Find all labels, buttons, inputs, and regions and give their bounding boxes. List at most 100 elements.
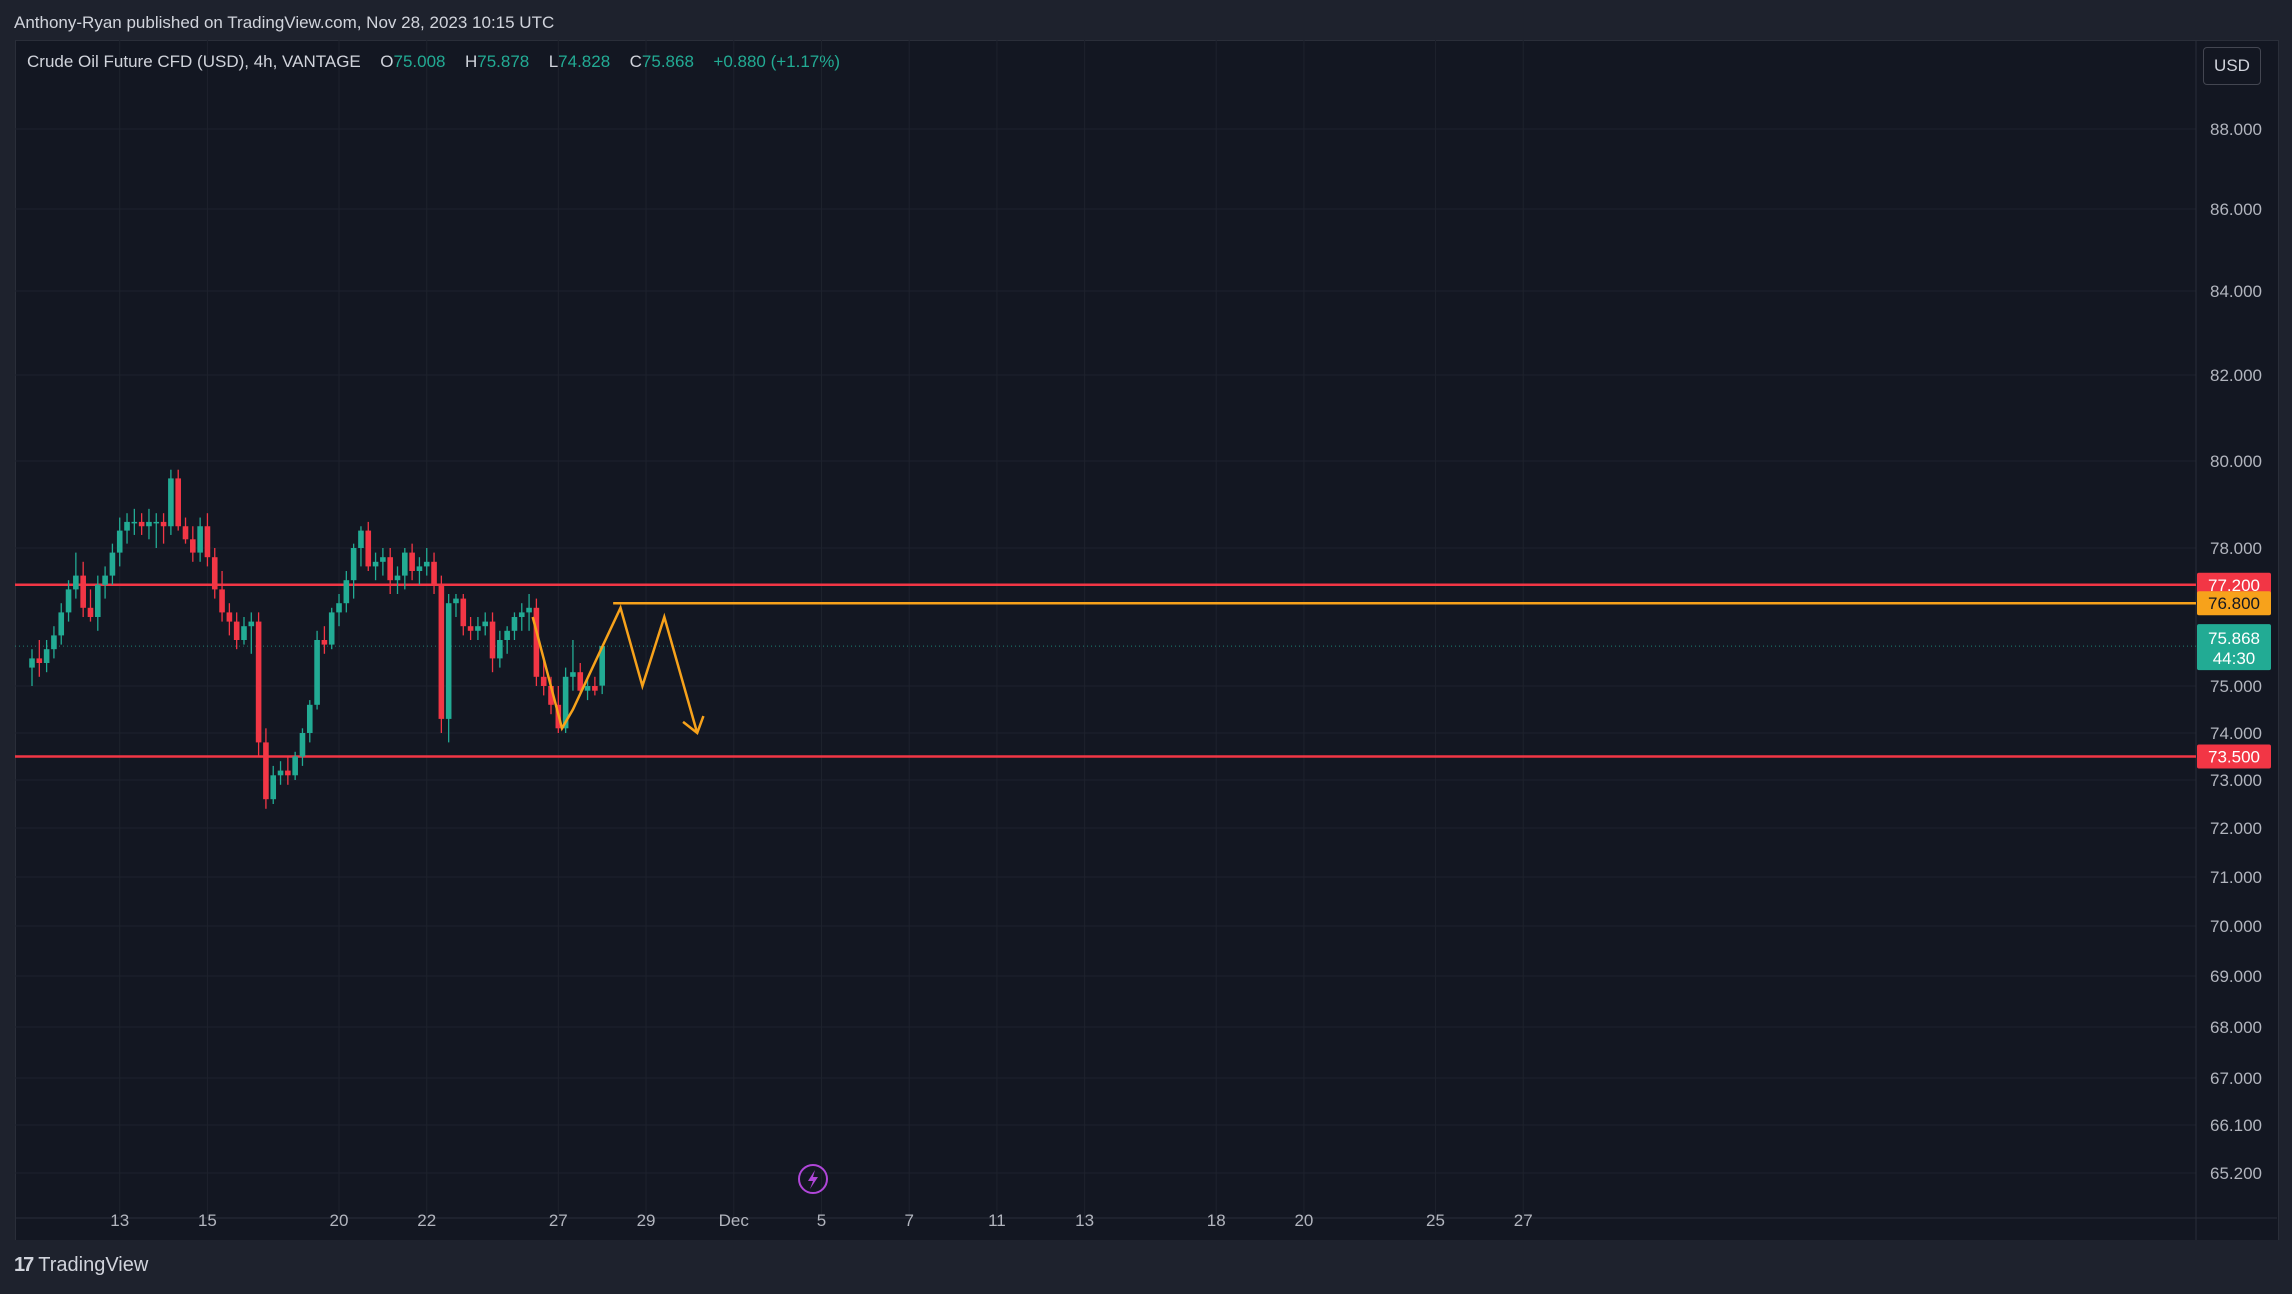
candle-body	[175, 478, 181, 527]
x-tick-label: 11	[988, 1211, 1006, 1230]
y-tick-label: 68.000	[2210, 1018, 2262, 1037]
candle-body	[592, 686, 598, 691]
x-tick-label: 18	[1207, 1211, 1226, 1230]
candle-body	[511, 617, 518, 631]
x-tick-label: Dec	[719, 1211, 750, 1230]
x-tick-label: 20	[1294, 1211, 1313, 1230]
candle-body	[211, 557, 218, 590]
candle-body	[409, 552, 415, 571]
symbol-name[interactable]: Crude Oil Future CFD (USD), 4h, VANTAGE	[27, 52, 361, 71]
candle-body	[102, 575, 108, 585]
candle-body	[314, 640, 320, 705]
candle-body	[248, 621, 255, 627]
candle-body	[160, 521, 167, 527]
candle-body	[87, 607, 94, 617]
y-tick-label: 86.000	[2210, 200, 2262, 219]
footer-bar	[0, 1240, 2292, 1294]
candle-body	[372, 561, 379, 567]
candle-body	[343, 580, 350, 604]
candle-body	[124, 521, 130, 531]
symbol-legend: Crude Oil Future CFD (USD), 4h, VANTAGE …	[27, 52, 840, 72]
candle-body	[270, 775, 277, 800]
candle-body	[423, 561, 430, 567]
projection-arrowhead	[682, 715, 705, 736]
high-value: 75.878	[477, 52, 530, 71]
candle-body	[394, 575, 401, 581]
publication-header: Anthony-Ryan published on TradingView.co…	[0, 0, 2292, 40]
y-tick-label: 80.000	[2210, 452, 2262, 471]
candle-body	[416, 566, 423, 571]
y-tick-label: 72.000	[2210, 819, 2262, 838]
candle-body	[190, 539, 196, 553]
candle-body	[504, 630, 510, 640]
candle-body	[73, 575, 79, 590]
low-label: L	[548, 52, 559, 71]
candle-body	[116, 530, 123, 553]
candle-body	[402, 552, 408, 576]
candle-body	[489, 621, 496, 659]
close-value: 75.868	[641, 52, 694, 71]
lightning-icon-glyph	[808, 1170, 818, 1189]
y-tick-label: 88.000	[2210, 120, 2262, 139]
x-tick-label: 27	[1514, 1211, 1533, 1230]
candle-body	[306, 704, 313, 733]
candle-body	[36, 658, 43, 663]
candle-body	[146, 521, 152, 527]
y-tick-label: 66.100	[2210, 1116, 2262, 1135]
change-value: +0.880 (+1.17%)	[713, 52, 841, 71]
x-tick-label: 13	[110, 1211, 129, 1230]
zigzag-projection-path	[531, 604, 699, 734]
candle-body	[255, 621, 262, 743]
drawing-price-tag	[2197, 591, 2271, 616]
candle-body	[453, 598, 459, 604]
candle-body	[387, 557, 393, 581]
y-tick-label: 65.200	[2210, 1164, 2262, 1183]
candle-body	[94, 584, 101, 617]
tradingview-logo[interactable]: 17 TradingView	[14, 1254, 148, 1277]
candle-body	[51, 635, 57, 650]
x-tick-label: 20	[330, 1211, 349, 1230]
candle-body	[263, 742, 269, 800]
lightning-icon[interactable]	[798, 1164, 828, 1194]
candle-body	[380, 557, 386, 562]
candle-body	[438, 584, 445, 719]
close-label: C	[629, 52, 642, 71]
candle-body	[241, 626, 247, 640]
candle-body	[548, 686, 554, 705]
high-label: H	[464, 52, 478, 71]
x-tick-label: 13	[1075, 1211, 1094, 1230]
chart-pane[interactable]	[15, 40, 2279, 1242]
candle-body	[226, 612, 233, 622]
x-tick-label: 29	[637, 1211, 656, 1230]
y-tick-label: 69.000	[2210, 967, 2262, 986]
x-tick-label: 5	[817, 1211, 826, 1230]
candle-body	[168, 478, 174, 527]
candle-body	[80, 575, 86, 608]
y-tick-label: 74.000	[2210, 724, 2262, 743]
level-price-tag	[2197, 572, 2271, 597]
currency-button[interactable]: USD	[2203, 47, 2261, 85]
candle-body	[109, 552, 116, 576]
candle-body	[182, 526, 189, 540]
x-tick-label: 22	[417, 1211, 436, 1230]
candle-body	[233, 621, 240, 640]
candle-body	[299, 733, 306, 757]
candle-body	[29, 658, 35, 668]
candle-body	[138, 521, 145, 527]
candle-body	[577, 672, 584, 691]
candle-body	[204, 526, 211, 558]
candle-body	[518, 612, 525, 617]
candle-body	[153, 521, 160, 524]
y-tick-label: 78.000	[2210, 539, 2262, 558]
open-value: 75.008	[393, 52, 446, 71]
candle-body	[460, 598, 467, 627]
candle-body	[584, 686, 591, 691]
level-price-label: 77.200	[2208, 576, 2260, 595]
drawing-price-label: 76.800	[2208, 594, 2260, 613]
x-tick-label: 7	[904, 1211, 913, 1230]
candle-body	[570, 672, 576, 677]
candle-body	[482, 621, 489, 627]
candle-body	[277, 770, 284, 776]
last-price-tag	[2197, 624, 2271, 671]
